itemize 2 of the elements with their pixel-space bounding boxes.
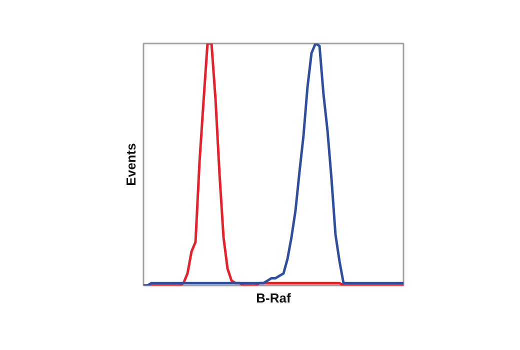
x-axis-title: B-Raf — [256, 290, 292, 306]
y-axis-title: Events — [124, 143, 138, 186]
